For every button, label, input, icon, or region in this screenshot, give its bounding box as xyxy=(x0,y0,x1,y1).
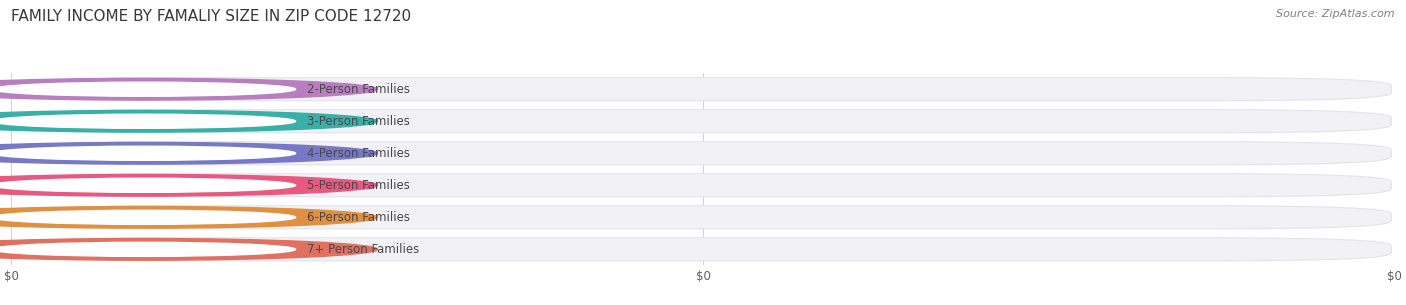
Text: $0: $0 xyxy=(212,147,229,160)
Text: $0: $0 xyxy=(212,243,229,256)
Circle shape xyxy=(0,110,378,132)
Circle shape xyxy=(0,210,295,224)
Text: $0: $0 xyxy=(212,211,229,224)
Text: 4-Person Families: 4-Person Families xyxy=(308,147,411,160)
Text: $0: $0 xyxy=(212,115,229,128)
Circle shape xyxy=(0,78,378,100)
Text: 5-Person Families: 5-Person Families xyxy=(308,179,411,192)
FancyBboxPatch shape xyxy=(14,238,1392,261)
Text: FAMILY INCOME BY FAMALIY SIZE IN ZIP CODE 12720: FAMILY INCOME BY FAMALIY SIZE IN ZIP COD… xyxy=(11,9,412,24)
FancyBboxPatch shape xyxy=(14,174,236,197)
Circle shape xyxy=(0,206,378,228)
Circle shape xyxy=(0,239,378,260)
FancyBboxPatch shape xyxy=(14,142,236,165)
Text: $0: $0 xyxy=(212,83,229,96)
FancyBboxPatch shape xyxy=(14,142,1392,165)
Text: 3-Person Families: 3-Person Families xyxy=(308,115,411,128)
Text: 2-Person Families: 2-Person Families xyxy=(308,83,411,96)
Text: $0: $0 xyxy=(212,179,229,192)
Text: 6-Person Families: 6-Person Families xyxy=(308,211,411,224)
Circle shape xyxy=(0,142,378,164)
Circle shape xyxy=(0,174,378,196)
FancyBboxPatch shape xyxy=(14,110,1392,133)
FancyBboxPatch shape xyxy=(14,238,236,261)
Circle shape xyxy=(0,178,295,192)
Circle shape xyxy=(0,146,295,160)
Circle shape xyxy=(0,82,295,96)
FancyBboxPatch shape xyxy=(14,174,1392,197)
FancyBboxPatch shape xyxy=(14,110,236,133)
FancyBboxPatch shape xyxy=(14,78,236,101)
Text: Source: ZipAtlas.com: Source: ZipAtlas.com xyxy=(1277,9,1395,19)
FancyBboxPatch shape xyxy=(14,78,1392,101)
Circle shape xyxy=(0,114,295,128)
Text: 7+ Person Families: 7+ Person Families xyxy=(308,243,419,256)
FancyBboxPatch shape xyxy=(14,206,1392,229)
Circle shape xyxy=(0,242,295,257)
FancyBboxPatch shape xyxy=(14,206,236,229)
